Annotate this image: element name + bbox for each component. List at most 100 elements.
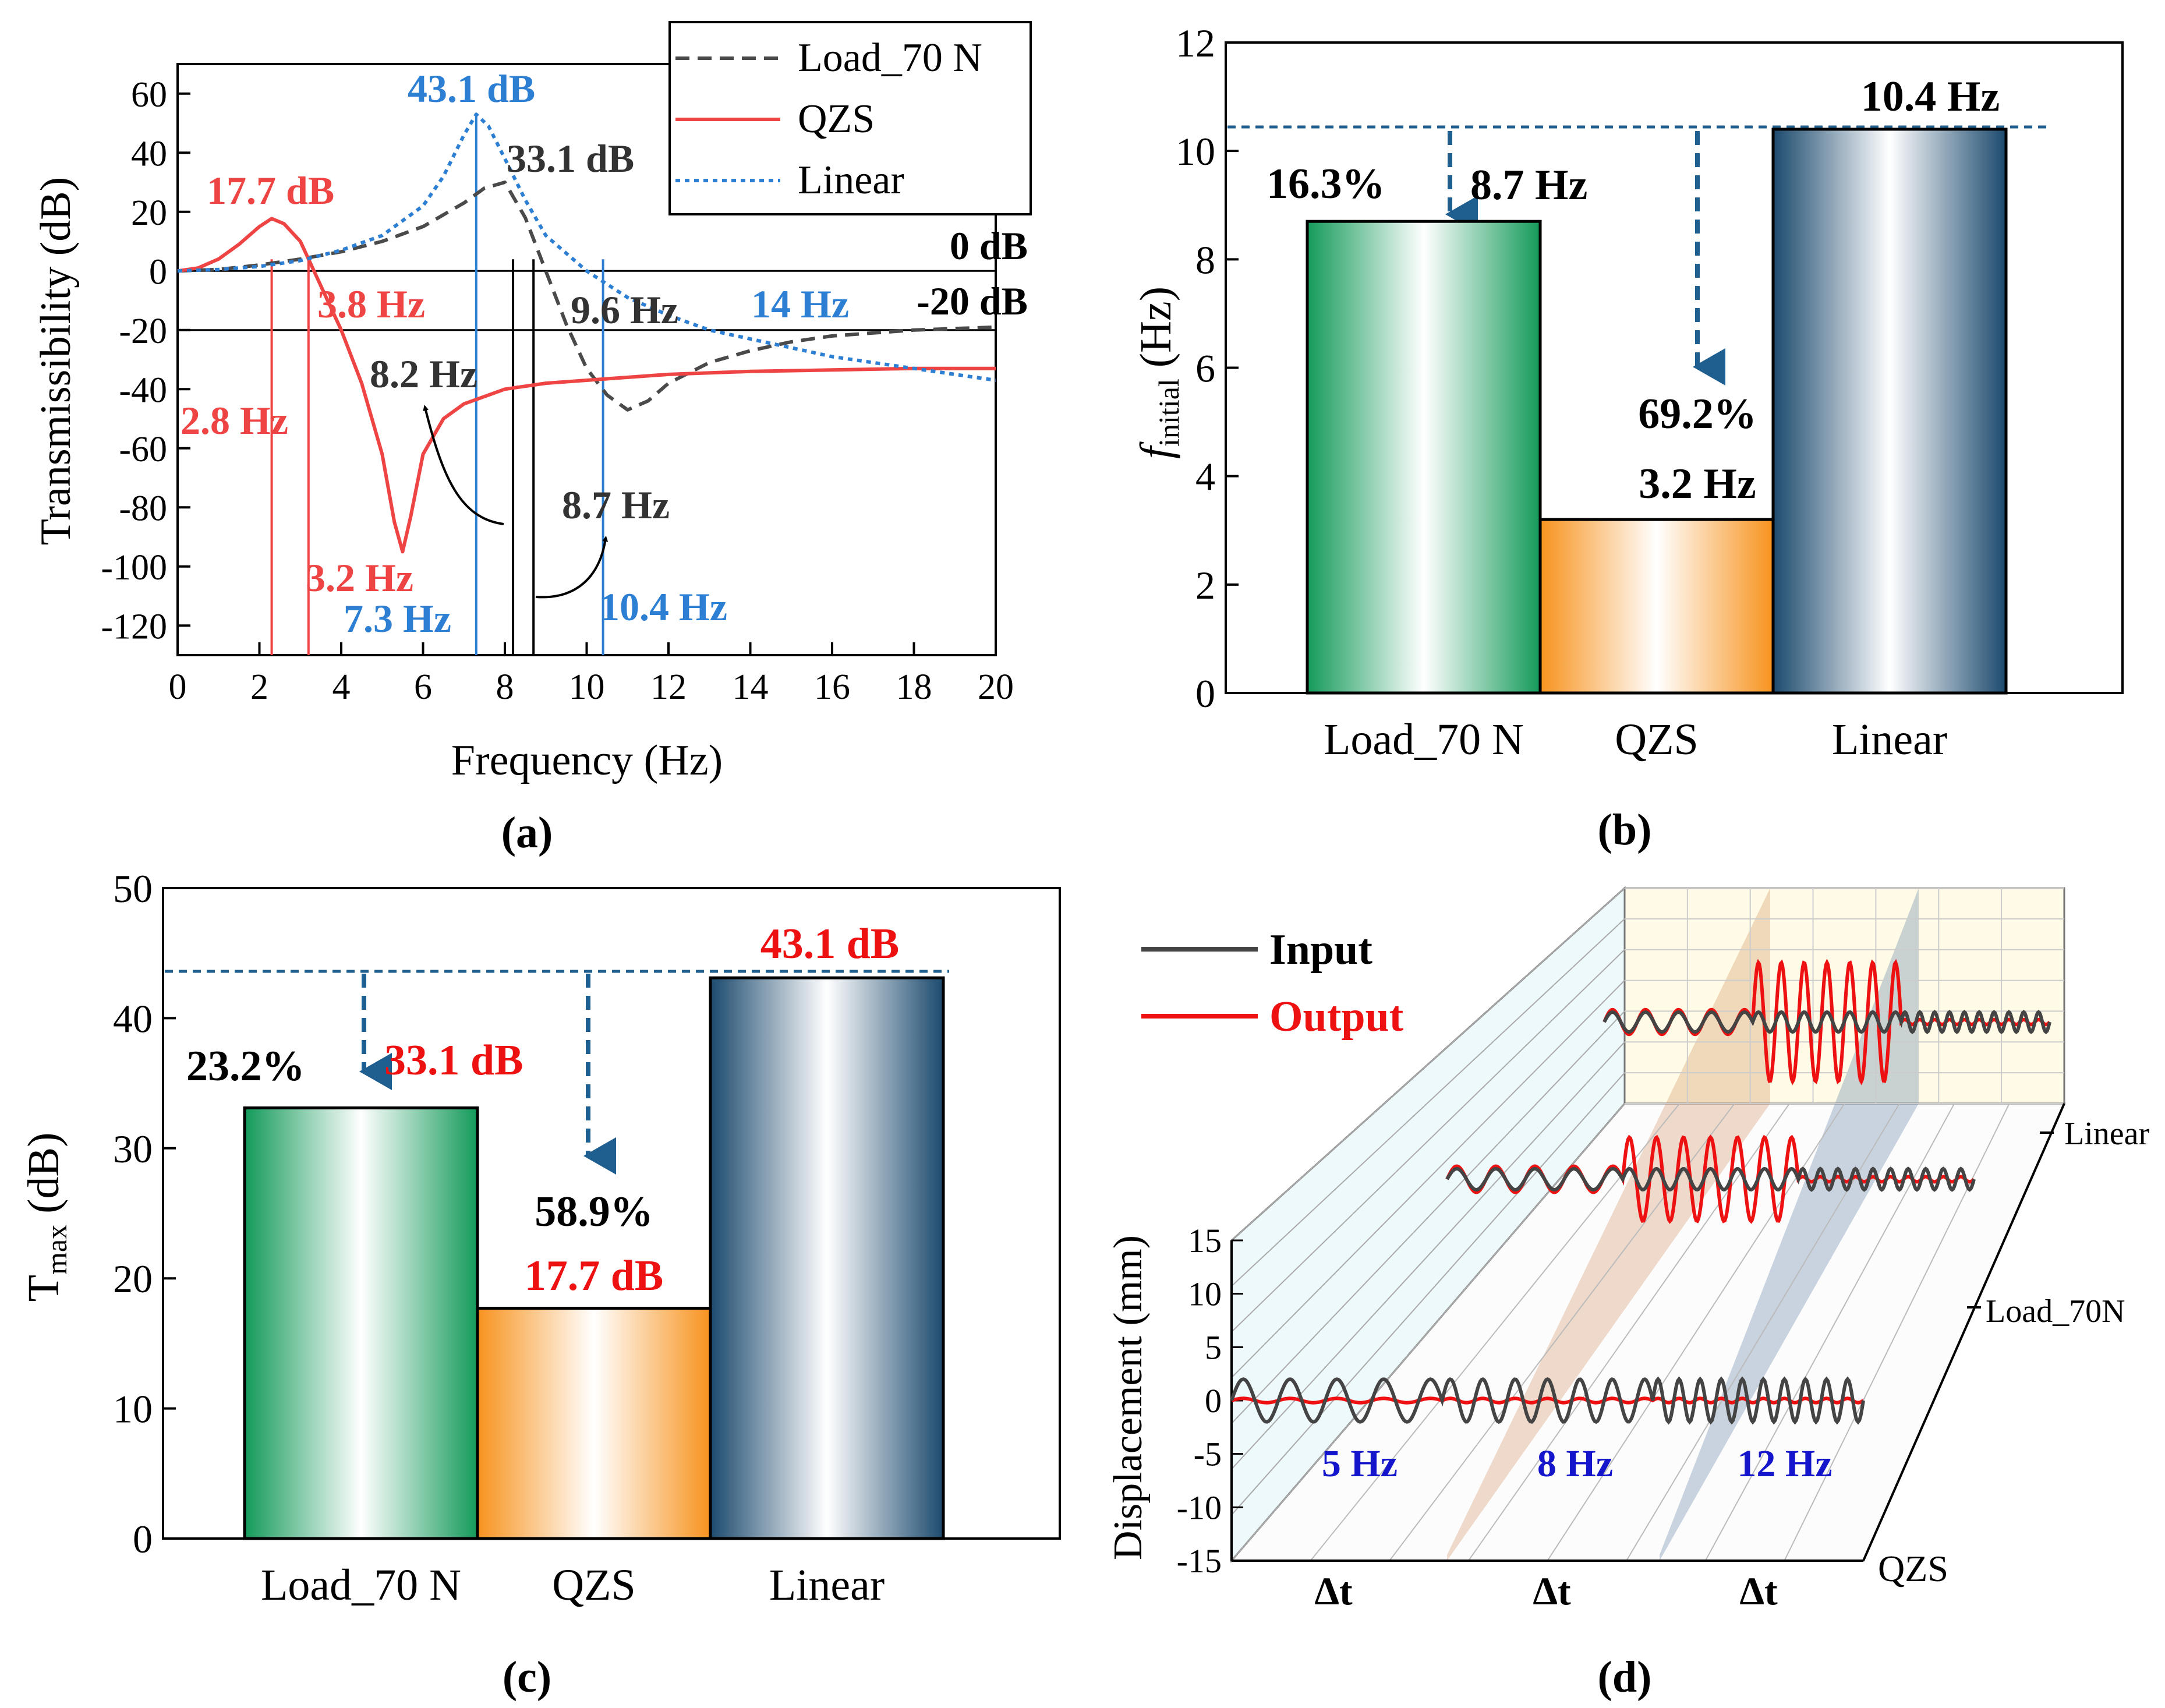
bar-qzs	[1538, 518, 1775, 695]
ytick-label: 30	[113, 1127, 153, 1171]
panel-c-caption: (c)	[503, 1653, 551, 1702]
c-reduction-load: 23.2%	[186, 1042, 305, 1090]
annot-17-7db: 17.7 dB	[207, 168, 334, 213]
annot-minus20db: -20 dB	[917, 279, 1028, 323]
ytick-label: 10	[1176, 129, 1215, 174]
a-xtick-label: 18	[896, 667, 932, 707]
panel-d-caption: (d)	[1598, 1653, 1652, 1702]
annot-7-3hz: 7.3 Hz	[344, 596, 451, 641]
d-ytick-label: 5	[1205, 1328, 1222, 1366]
a-ytick-label: -100	[101, 548, 167, 588]
b-reduction-qzs: 69.2%	[1638, 390, 1757, 438]
b-value-linear: 10.4 Hz	[1861, 73, 2000, 121]
legend-label-linear: Linear	[798, 158, 904, 203]
a-series-linear	[177, 112, 996, 382]
panel-c-y-axis: 0 10 20 30 40 50	[113, 867, 176, 1561]
panel-b-ylabel: finitial (Hz)	[1131, 287, 1185, 459]
b-value-qzs: 3.2 Hz	[1639, 460, 1756, 508]
a-xtick-label: 16	[814, 667, 850, 707]
a-xtick-label: 20	[978, 667, 1014, 707]
d-floor-grid-line	[1468, 1103, 1790, 1561]
panel-d-y-axis: 15 10 5 0 -5 -10 -15	[1177, 1222, 1243, 1580]
annot-3-2hz: 3.2 Hz	[306, 556, 413, 600]
legend-label-load: Load_70 N	[798, 36, 982, 80]
d-input-wave-qzs	[1230, 1376, 1865, 1425]
d-floor-grid-line	[1626, 1103, 1900, 1561]
b-ylabel-sub: initial	[1152, 379, 1185, 447]
annot-8-2hz: 8.2 Hz	[370, 352, 477, 396]
d-wall-grid-line	[1231, 887, 1625, 1241]
panel-a-x-axis: 0 2 4 6 8 10 12 14 16 18 20	[169, 642, 1014, 707]
d-ytick-label: 0	[1205, 1382, 1222, 1420]
panel-a-annotations: 17.7 dB 43.1 dB 33.1 dB 0 dB -20 dB 3.8 …	[181, 66, 1028, 641]
c-value-load: 33.1 dB	[384, 1037, 523, 1084]
panel-b-annotations: 16.3% 8.7 Hz 69.2% 3.2 Hz 10.4 Hz	[1267, 73, 2000, 508]
panel-c-ylabel: Tmax (dB)	[19, 1133, 73, 1302]
d-dt-2: Δt	[1533, 1569, 1571, 1613]
d-ytick-label: -5	[1194, 1435, 1222, 1473]
panel-b-caption: (b)	[1598, 805, 1652, 854]
d-wall-grid-line	[1231, 918, 1625, 1287]
bar-load-70-n	[1306, 220, 1542, 695]
annot-8-7hz: 8.7 Hz	[562, 483, 670, 527]
ytick-label: 50	[113, 867, 153, 911]
panel-c-bars: Load_70 N QZS Linear	[243, 976, 945, 1610]
d-floor-grid-line	[1547, 1103, 1845, 1561]
panel-d-displacement-3d: 15 10 5 0 -5 -10 -15 Input Output Linear Load_…	[1106, 886, 2149, 1702]
c-value-qzs: 17.7 dB	[525, 1252, 664, 1300]
annot-14hz: 14 Hz	[751, 282, 849, 326]
d-depth-qzs: QZS	[1878, 1548, 1948, 1589]
a-series-load-70-n	[177, 181, 996, 412]
annot-43-1db: 43.1 dB	[408, 66, 535, 111]
a-ytick-label: 0	[149, 252, 167, 292]
d-time-slab-1	[1447, 888, 1770, 1561]
panel-c-tmax-bar-chart: 0 10 20 30 40 50 Load_70 N QZS Linear 23.2% 33.…	[19, 867, 1061, 1702]
panel-a-frequency-markers	[270, 114, 604, 655]
ytick-label: 0	[133, 1517, 153, 1561]
d-wall-grid-line	[1231, 949, 1625, 1332]
c-value-linear: 43.1 dB	[760, 920, 900, 968]
category-label: Load_70 N	[1324, 715, 1524, 764]
panel-d-waves	[1230, 959, 2051, 1425]
d-ytick-label: -10	[1177, 1488, 1222, 1526]
panel-c-annotations: 23.2% 33.1 dB 58.9% 17.7 dB 43.1 dB	[186, 920, 899, 1300]
d-wall-grid-line	[1231, 1072, 1625, 1516]
ytick-label: 2	[1195, 563, 1215, 607]
a-xtick-label: 10	[569, 667, 605, 707]
ytick-label: 0	[1195, 671, 1215, 716]
panel-a-xlabel: Frequency (Hz)	[451, 737, 723, 784]
a-ytick-label: -80	[119, 489, 167, 528]
ytick-label: 6	[1195, 346, 1215, 391]
d-wall-grid-line	[1231, 979, 1625, 1378]
annot-0db: 0 dB	[950, 224, 1028, 268]
d-depth-linear: Linear	[2064, 1116, 2149, 1152]
annot-10-4hz: 10.4 Hz	[600, 585, 727, 629]
a-ytick-label: -120	[101, 607, 167, 646]
d-ytick-label: 10	[1188, 1275, 1222, 1313]
d-ytick-label: 15	[1188, 1222, 1222, 1260]
d-frequency-labels: 5 Hz 8 Hz 12 Hz	[1322, 1442, 1833, 1485]
ytick-label: 20	[113, 1257, 153, 1301]
a-xtick-label: 14	[733, 667, 769, 707]
annot-3-8hz: 3.8 Hz	[317, 282, 425, 326]
legend-label-qzs: QZS	[798, 97, 875, 142]
d-depth-load: Load_70N	[1986, 1293, 2125, 1329]
d-time-labels: Δt Δt Δt	[1314, 1569, 1778, 1613]
a-xtick-label: 6	[414, 667, 432, 707]
c-ylabel-unit: (dB)	[19, 1133, 68, 1225]
category-label: Linear	[1832, 715, 1947, 764]
category-label: QZS	[1615, 715, 1699, 764]
ytick-label: 10	[113, 1387, 153, 1431]
category-label: Load_70 N	[261, 1561, 461, 1610]
ytick-label: 4	[1195, 455, 1215, 499]
ytick-label: 8	[1195, 238, 1215, 282]
d-freq-8hz: 8 Hz	[1537, 1442, 1613, 1485]
ytick-label: 12	[1176, 21, 1215, 65]
d-dt-1: Δt	[1314, 1569, 1353, 1613]
a-xtick-label: 0	[169, 667, 187, 707]
bar-linear	[1771, 128, 2008, 695]
panel-a-series	[177, 112, 996, 554]
panel-a-y-axis: 60 40 20 0 -20 -40 -60 -80 -100 -120	[101, 75, 190, 646]
panel-b-y-axis: 0 2 4 6 8 10 12	[1176, 21, 1239, 716]
